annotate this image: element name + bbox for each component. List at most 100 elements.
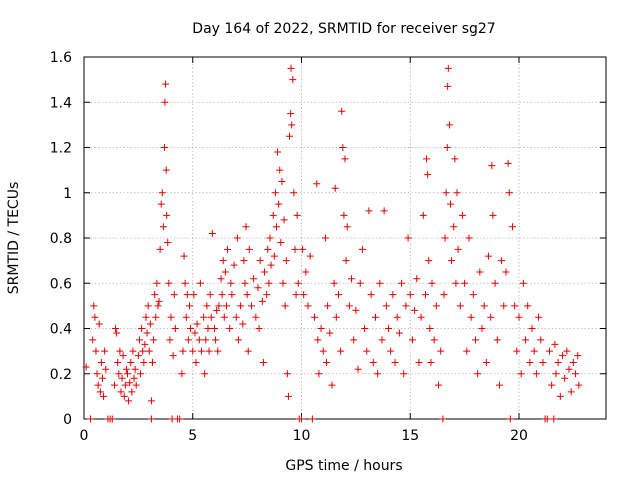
data-point: [272, 223, 280, 231]
data-point: [122, 365, 130, 373]
data-point: [165, 279, 173, 287]
data-point: [115, 370, 123, 378]
data-point: [183, 291, 191, 299]
data-point: [124, 370, 131, 378]
data-point: [264, 245, 272, 253]
data-point: [421, 291, 429, 299]
data-point: [140, 358, 148, 366]
data-point: [517, 370, 525, 378]
data-point: [506, 415, 514, 423]
data-point: [215, 302, 223, 310]
data-point: [143, 329, 151, 337]
data-point: [345, 302, 353, 310]
data-point: [208, 229, 216, 237]
data-point: [444, 82, 452, 90]
data-point: [142, 313, 150, 321]
data-point: [271, 189, 279, 197]
data-point: [563, 347, 571, 355]
data-point: [432, 302, 440, 310]
data-point: [306, 252, 314, 260]
data-point: [241, 279, 249, 287]
data-point: [423, 155, 431, 163]
data-point: [498, 257, 506, 265]
data-point: [155, 297, 163, 305]
data-point: [424, 171, 432, 179]
data-point: [299, 245, 307, 253]
data-point: [365, 207, 373, 215]
data-point: [485, 252, 493, 260]
data-point: [204, 325, 212, 332]
data-point: [567, 388, 575, 396]
data-point: [144, 302, 152, 310]
data-point: [162, 80, 170, 88]
data-point: [128, 388, 136, 396]
data-point: [446, 200, 454, 208]
data-point: [575, 381, 583, 389]
data-point: [146, 320, 154, 328]
data-point: [288, 121, 296, 129]
data-point: [125, 397, 133, 405]
data-point: [112, 325, 120, 332]
data-point: [190, 291, 198, 299]
data-point: [342, 257, 350, 265]
data-point: [308, 415, 316, 423]
y-axis-label: SRMTID / TECUs: [6, 182, 22, 295]
data-point: [463, 347, 471, 355]
data-point: [87, 415, 95, 423]
data-point: [159, 223, 167, 231]
data-point: [153, 279, 161, 287]
data-point: [244, 347, 252, 355]
data-point: [134, 352, 142, 360]
data-point: [331, 184, 339, 192]
y-axis: 0 0.2 0.4 0.6 0.8 1 1.2 1.4 1.6: [50, 50, 606, 428]
data-point: [113, 329, 121, 337]
data-point: [212, 336, 220, 344]
data-point: [270, 252, 278, 260]
y-tick-label: 1.4: [50, 95, 72, 111]
data-point: [294, 279, 302, 287]
data-point: [255, 325, 263, 332]
data-point: [314, 336, 322, 344]
data-point: [395, 329, 403, 337]
data-point: [526, 358, 534, 366]
data-point: [101, 347, 109, 355]
data-point: [157, 200, 165, 208]
data-point: [474, 370, 482, 378]
data-point: [211, 325, 218, 332]
data-point: [170, 291, 178, 299]
x-tick-label: 0: [80, 428, 89, 444]
data-point: [93, 370, 101, 378]
data-point: [162, 166, 170, 174]
data-point: [339, 144, 347, 151]
data-point: [147, 415, 155, 423]
data-point: [532, 370, 540, 378]
data-point: [338, 107, 346, 115]
data-point: [513, 347, 521, 355]
data-point: [453, 189, 461, 197]
data-point: [282, 257, 290, 265]
data-point: [91, 313, 99, 321]
data-point: [439, 415, 447, 423]
data-point: [444, 64, 452, 72]
data-point: [176, 415, 184, 423]
data-point: [135, 336, 143, 344]
data-point: [488, 162, 496, 170]
data-point: [300, 291, 308, 299]
data-point: [467, 313, 475, 321]
data-point: [283, 370, 291, 378]
data-point: [163, 211, 171, 219]
data-point: [95, 320, 103, 328]
data-point: [277, 239, 285, 247]
x-tick-label: 10: [293, 428, 311, 444]
y-tick-label: 0.8: [50, 231, 72, 247]
data-point: [374, 370, 382, 378]
data-point: [161, 98, 169, 106]
data-point: [181, 279, 189, 287]
data-point: [298, 415, 305, 423]
data-point: [278, 177, 286, 185]
y-tick-label: 1.6: [50, 50, 72, 66]
data-point: [121, 381, 129, 389]
data-point: [315, 370, 323, 378]
data-point: [493, 336, 501, 344]
data-point: [561, 374, 569, 382]
